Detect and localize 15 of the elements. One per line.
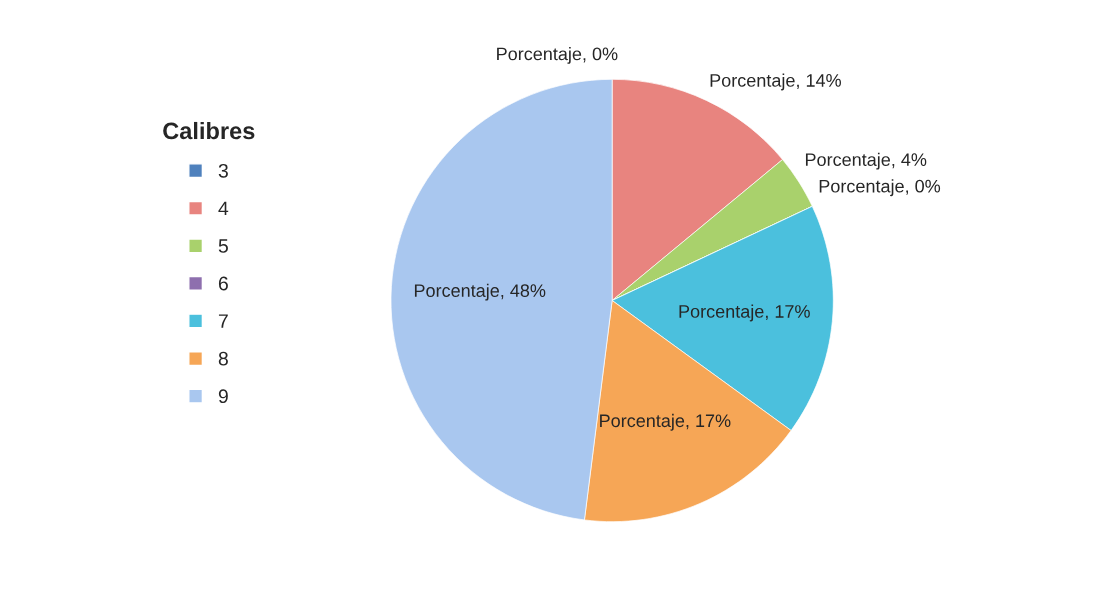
legend-label: 7 xyxy=(218,314,228,328)
text: Porcentaje, 0% xyxy=(497,47,618,64)
legend-label: 5 xyxy=(218,239,228,253)
data-label: Porcentaje, 48% xyxy=(414,283,546,301)
data-label: Porcentaje, 14% xyxy=(710,73,841,91)
legend-label: 9 xyxy=(218,389,228,404)
data-label: Porcentaje, 4% xyxy=(805,152,927,170)
legend-title: Calibres xyxy=(163,121,255,140)
legend-label: 4 xyxy=(218,201,229,216)
legend-label: 8 xyxy=(218,351,228,366)
data-label: Porcentaje, 17% xyxy=(679,304,810,322)
legend-label: 6 xyxy=(218,276,228,291)
text: Porcentaje, 0% xyxy=(819,179,941,197)
data-label: Porcentaje, 17% xyxy=(600,413,731,431)
legend-label: 3 xyxy=(218,163,228,178)
